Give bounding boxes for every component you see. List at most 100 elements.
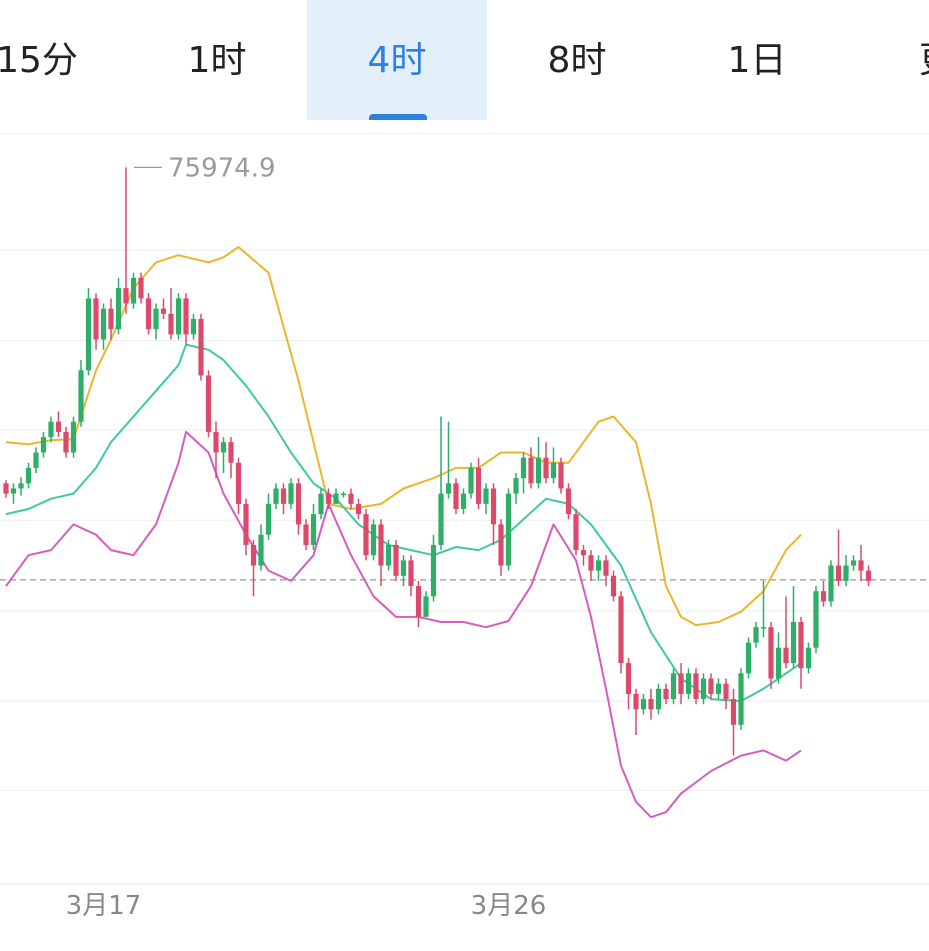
candle-body (475, 467, 482, 504)
candle-body (708, 678, 714, 694)
candle (813, 586, 819, 653)
candle (730, 688, 737, 756)
candle-body (220, 442, 227, 453)
candle-body (483, 488, 489, 504)
tab-8h[interactable]: 8时 (487, 0, 667, 120)
tab-more[interactable]: 更 (847, 0, 929, 120)
candle-body (805, 647, 812, 669)
candle (468, 462, 474, 499)
candle (10, 483, 17, 504)
candle-body (745, 642, 752, 674)
candle (48, 416, 54, 443)
x-tick-label: 3月17 (66, 891, 142, 921)
candle (115, 277, 122, 335)
candle (843, 555, 849, 587)
candle-body (70, 421, 77, 453)
candle (790, 586, 797, 669)
candle (693, 668, 699, 705)
candle-body (693, 673, 699, 700)
candle-body (303, 524, 309, 545)
tab-1d[interactable]: 1日 (667, 0, 847, 120)
candle-body (798, 622, 804, 669)
candle-body (198, 318, 204, 376)
timeframe-tabbar: 15分 1时 4时 8时 1日 更 (0, 0, 929, 120)
candle-body (535, 457, 542, 484)
candle (475, 457, 482, 509)
candle (423, 591, 429, 617)
candle (205, 370, 212, 438)
candle (708, 673, 714, 700)
candle-body (138, 277, 144, 299)
candle-body (790, 622, 797, 664)
candle (595, 555, 602, 581)
candle-body (205, 375, 212, 432)
candle (760, 580, 767, 638)
tab-15m[interactable]: 15分 (0, 0, 127, 120)
candle (700, 673, 707, 705)
tabbar-divider (0, 133, 929, 134)
candle-body (760, 627, 767, 629)
candle (415, 580, 422, 628)
candle (483, 483, 489, 515)
candle-body (610, 575, 617, 597)
candle-body (723, 683, 729, 700)
candle-body (63, 431, 69, 453)
candle (663, 683, 669, 705)
candle (610, 570, 617, 602)
candle (408, 555, 414, 597)
candle-body (190, 318, 197, 335)
tab-label: 4时 (367, 40, 427, 81)
lower-band-line (5, 430, 802, 819)
candle (865, 565, 872, 587)
tab-1h[interactable]: 1时 (127, 0, 307, 120)
candle-body (865, 570, 872, 581)
candle-body (280, 488, 287, 504)
candle-body (618, 596, 624, 664)
candle-body (78, 370, 84, 422)
candle-body (430, 544, 437, 597)
candle (738, 668, 744, 730)
candle-body (670, 673, 677, 700)
candle-body (678, 673, 684, 694)
candle (715, 678, 722, 700)
candle (130, 272, 137, 309)
candle-body (423, 596, 429, 617)
candle (850, 555, 857, 571)
candle (198, 313, 204, 381)
candle (18, 477, 24, 496)
candle-body (93, 298, 99, 340)
candle (295, 478, 302, 535)
candle (250, 539, 257, 597)
candle-body (295, 483, 302, 525)
candle-body (385, 544, 392, 566)
candle-body (378, 524, 384, 566)
max-price-label: 75974.9 (168, 153, 276, 183)
candle-body (370, 524, 377, 556)
candle (805, 642, 812, 674)
candle-body (18, 483, 24, 489)
candle-body (340, 493, 347, 496)
tab-4h[interactable]: 4时 (307, 0, 487, 120)
candle (858, 544, 864, 581)
candle (235, 457, 242, 515)
candle (513, 473, 519, 504)
candle (183, 293, 189, 345)
candle (160, 298, 167, 319)
candle (580, 544, 587, 566)
labels-layer: 75974.9 3月17 3月26 (66, 153, 547, 921)
candle-body (843, 565, 849, 581)
candle-body (3, 483, 9, 494)
candle-body (730, 699, 737, 725)
candle (520, 452, 527, 494)
candle-body (363, 514, 369, 556)
candle-body (468, 467, 474, 494)
candlestick-chart[interactable]: 75974.9 3月17 3月26 (0, 134, 929, 951)
candle-body (250, 544, 257, 566)
candle (445, 421, 452, 499)
candle-body (55, 421, 62, 432)
candle-body (400, 560, 407, 576)
candle (33, 447, 39, 474)
candle (280, 483, 287, 515)
candle-body (640, 699, 647, 710)
candle-body (528, 457, 534, 484)
